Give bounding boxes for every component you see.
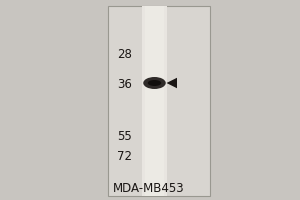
Text: 36: 36	[117, 78, 132, 90]
Ellipse shape	[148, 80, 161, 86]
Text: 28: 28	[117, 47, 132, 60]
Polygon shape	[167, 78, 177, 88]
Text: 72: 72	[117, 150, 132, 162]
Text: 55: 55	[117, 130, 132, 142]
Bar	[146, 6, 164, 196]
Bar	[108, 6, 210, 196]
Text: MDA-MB453: MDA-MB453	[113, 182, 184, 194]
Ellipse shape	[143, 77, 166, 89]
Bar	[142, 6, 167, 196]
